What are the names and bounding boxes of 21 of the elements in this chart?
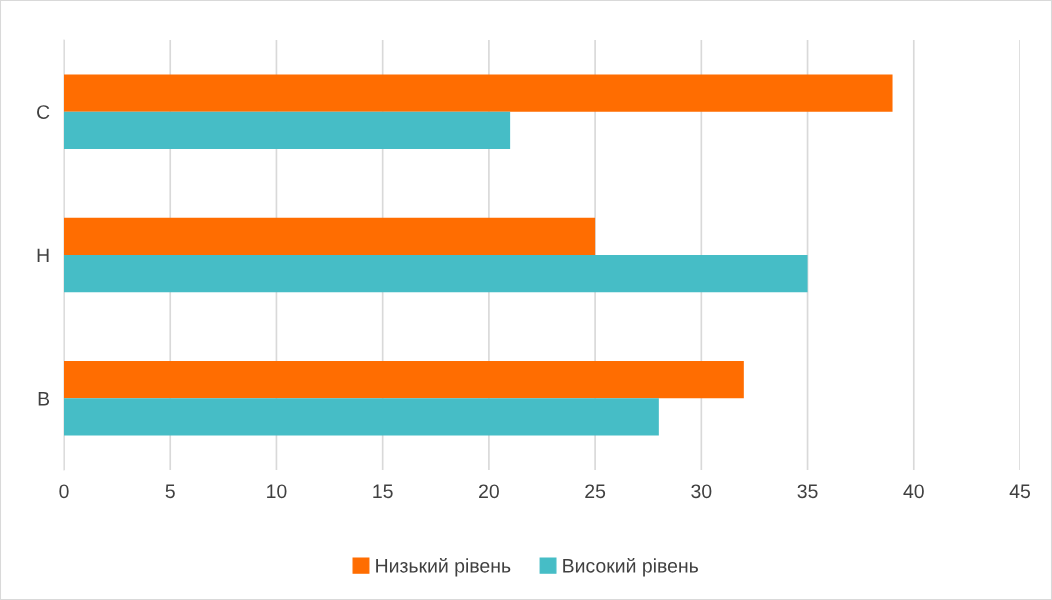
- x-tick-label: 35: [797, 484, 818, 499]
- bar: [64, 217, 596, 255]
- x-tick-label: 0: [59, 484, 69, 499]
- bar: [64, 398, 659, 436]
- x-tick-label: 15: [373, 484, 393, 499]
- bar: [64, 255, 808, 293]
- bar: [64, 74, 893, 112]
- y-tick-label: В: [38, 392, 50, 406]
- x-tick-label: 40: [903, 484, 924, 499]
- legend-label: Низький рівень: [376, 558, 511, 577]
- x-tick-label: 5: [165, 484, 175, 499]
- y-tick-label: Н: [37, 248, 49, 263]
- bar: [64, 361, 744, 399]
- x-tick-label: 20: [479, 484, 499, 499]
- x-tick-label: 25: [585, 484, 606, 499]
- y-tick-label: С: [37, 105, 50, 119]
- x-tick-label: 10: [267, 484, 287, 499]
- bar: [64, 111, 511, 149]
- x-tick-label: 30: [691, 484, 712, 499]
- x-tick-label: 45: [1009, 484, 1030, 499]
- legend-label: Високий рівень: [563, 558, 698, 577]
